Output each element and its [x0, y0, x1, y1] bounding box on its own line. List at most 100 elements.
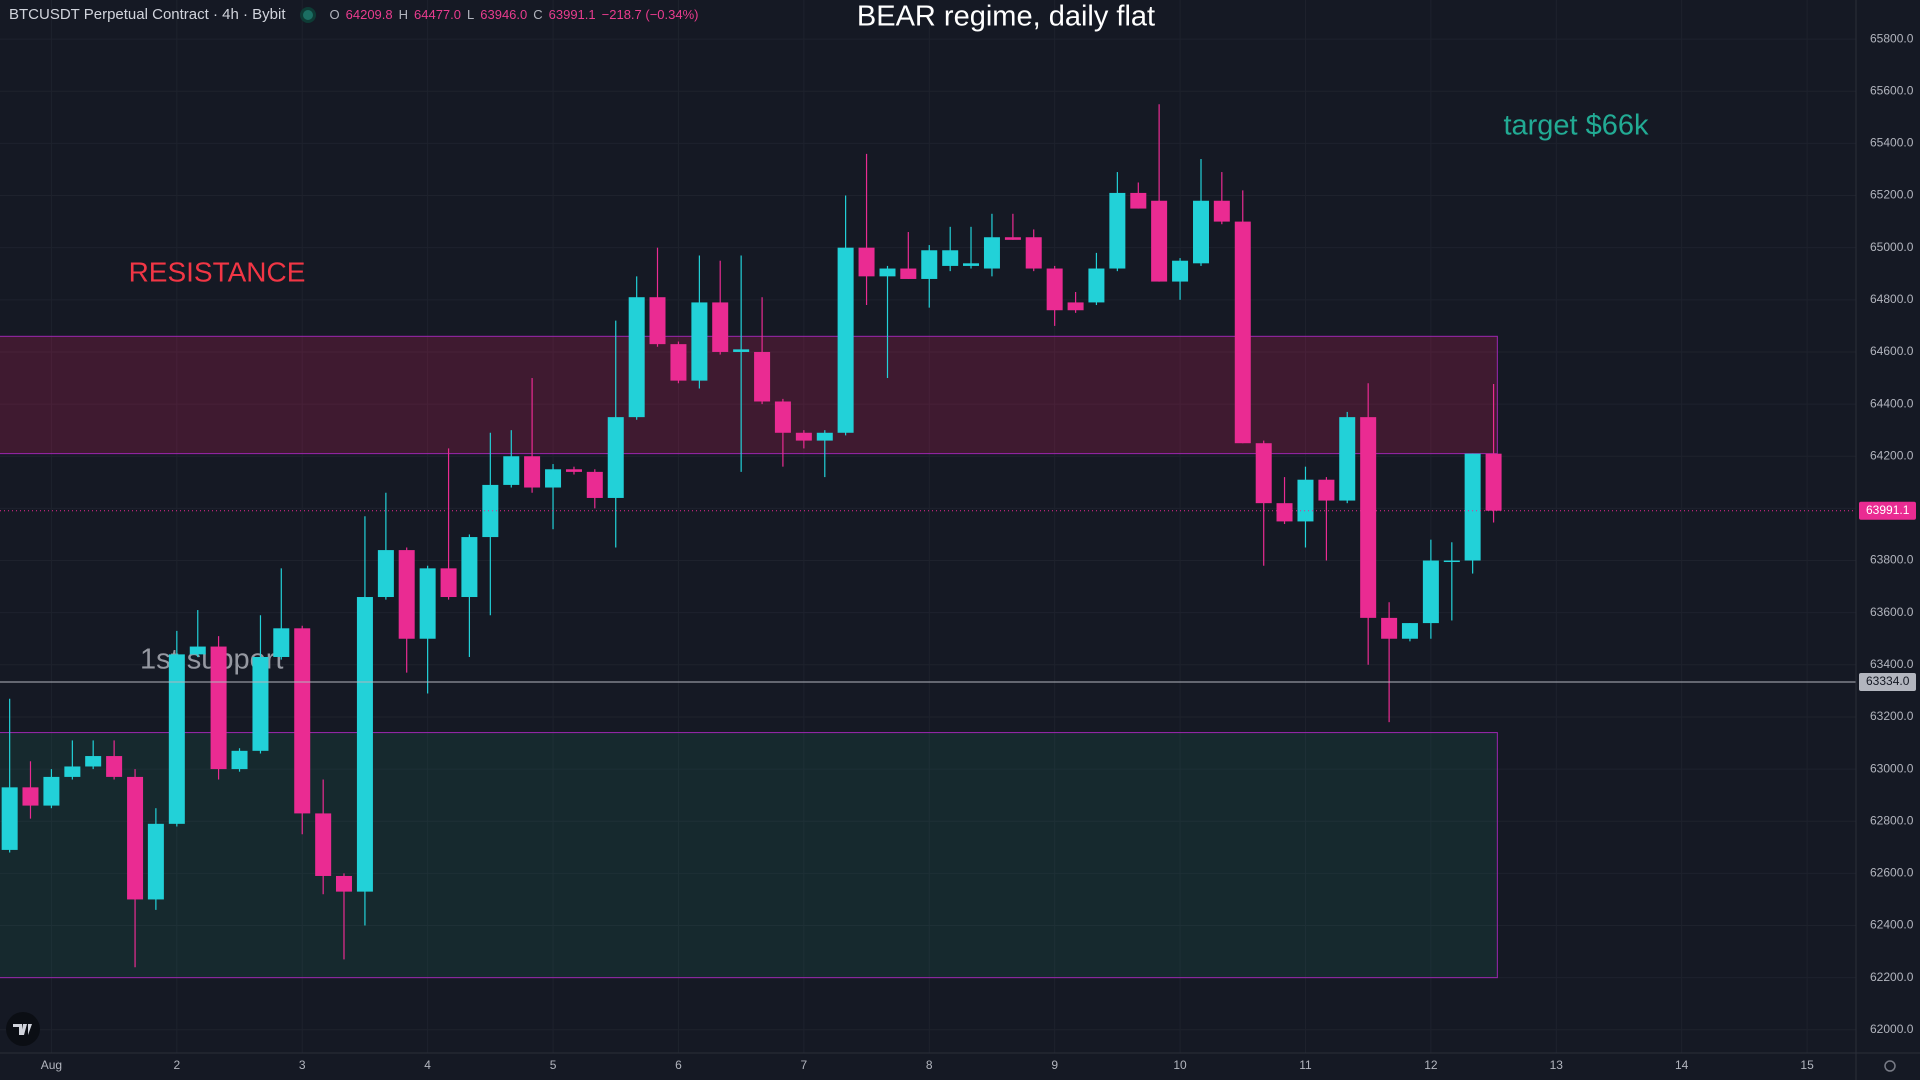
price-label-box — [1859, 673, 1916, 692]
candle-body — [524, 456, 541, 488]
x-tick-label: 8 — [926, 1058, 933, 1072]
y-tick-label: 65400.0 — [1870, 136, 1914, 150]
candle-body — [607, 417, 624, 498]
candle-body — [1255, 443, 1272, 504]
candle-body — [545, 469, 562, 488]
candle-body — [858, 247, 875, 277]
candle-body — [294, 628, 311, 814]
y-tick-label: 62200.0 — [1870, 970, 1914, 984]
candle-body — [1464, 453, 1481, 561]
candle-body — [252, 656, 269, 751]
candle-body — [85, 756, 102, 767]
candle-body — [586, 471, 603, 498]
candle-body — [1360, 417, 1377, 618]
candle-body — [1025, 237, 1042, 269]
y-tick-label: 64400.0 — [1870, 396, 1914, 410]
candle-body — [1213, 200, 1230, 222]
x-tick-label: Aug — [41, 1058, 62, 1072]
candle-body — [900, 268, 917, 279]
candle-body — [1109, 192, 1126, 269]
candle-body — [315, 813, 332, 876]
ohlc-key: L — [467, 7, 475, 22]
candle-body — [1067, 302, 1084, 311]
symbol-header: BTCUSDT Perpetual Contract · 4h · Bybit … — [9, 6, 699, 23]
candle-body — [837, 247, 854, 433]
candle-body — [1088, 268, 1105, 303]
candle-body — [691, 302, 708, 381]
y-tick-label: 62800.0 — [1870, 813, 1914, 827]
candle-body — [335, 875, 352, 892]
candle-body — [733, 349, 750, 352]
x-tick-label: 4 — [424, 1058, 431, 1072]
y-tick-label: 62400.0 — [1870, 918, 1914, 932]
ohlc-value: 64477.0 — [414, 7, 462, 22]
symbol[interactable]: BTCUSDT Perpetual Contract · 4h · Bybit — [9, 6, 286, 23]
candle-body — [754, 351, 771, 402]
candle-body — [879, 268, 896, 277]
x-tick-label: 15 — [1800, 1058, 1814, 1072]
y-tick-label: 63000.0 — [1870, 761, 1914, 775]
candle-body — [1401, 623, 1418, 639]
logo — [6, 1012, 40, 1046]
candle-body — [795, 432, 812, 441]
y-tick-label: 64200.0 — [1870, 448, 1914, 462]
candle-body — [210, 646, 227, 770]
y-tick-label: 63400.0 — [1870, 657, 1914, 671]
candle-body — [106, 756, 123, 777]
y-tick-label: 65800.0 — [1870, 31, 1914, 45]
candle-body — [1172, 260, 1189, 282]
price-change: −218.7 (−0.34%) — [601, 7, 699, 22]
zone — [0, 335, 1498, 455]
candle-body — [168, 654, 185, 824]
ohlc-value: 63946.0 — [480, 7, 528, 22]
candle-body — [649, 297, 666, 345]
y-tick-label: 65000.0 — [1870, 240, 1914, 254]
x-tick-label: 6 — [675, 1058, 682, 1072]
ohlc-key: O — [329, 7, 340, 22]
x-tick-label: 11 — [1299, 1058, 1312, 1072]
price-label: 63991.1 — [1866, 503, 1910, 517]
candle-body — [1276, 503, 1293, 522]
candle-body — [231, 750, 248, 770]
y-tick-label: 65600.0 — [1870, 83, 1914, 97]
candle-body — [1381, 617, 1398, 639]
candle-body — [1046, 268, 1063, 311]
candle-body — [1004, 237, 1021, 240]
logo-mark[interactable] — [13, 1024, 32, 1035]
candle-body — [377, 550, 394, 598]
candle-body — [1443, 560, 1460, 563]
candle-body — [963, 263, 980, 266]
y-tick-label: 62000.0 — [1870, 1022, 1914, 1036]
y-tick-label: 64800.0 — [1870, 292, 1914, 306]
annotation: RESISTANCE — [129, 256, 306, 287]
candle-body — [503, 456, 520, 485]
candle-body — [921, 250, 938, 279]
candle-body — [1485, 453, 1502, 511]
candle-body — [1297, 479, 1314, 522]
price-label: 63334.0 — [1866, 674, 1910, 688]
settings-icon[interactable] — [1884, 1060, 1896, 1072]
annotation: target $66k — [1503, 110, 1649, 142]
candle-body — [461, 537, 478, 598]
x-tick-label: 13 — [1550, 1058, 1564, 1072]
candle-body — [356, 597, 373, 892]
candle-body — [419, 568, 436, 639]
candle-body — [398, 550, 415, 639]
candle-body — [127, 776, 144, 900]
candle-body — [670, 344, 687, 381]
candle-body — [942, 250, 959, 266]
candle-body — [1130, 192, 1147, 209]
candle-body — [1234, 221, 1251, 444]
candle-body — [712, 302, 729, 352]
candle-body — [1422, 560, 1439, 624]
y-tick-label: 63800.0 — [1870, 553, 1914, 567]
candle-body — [440, 568, 457, 598]
y-tick-label: 62600.0 — [1870, 866, 1914, 880]
candle-body — [1193, 200, 1210, 264]
x-tick-label: 12 — [1424, 1058, 1438, 1072]
ohlc-key: C — [533, 7, 543, 22]
candle-body — [482, 484, 499, 538]
